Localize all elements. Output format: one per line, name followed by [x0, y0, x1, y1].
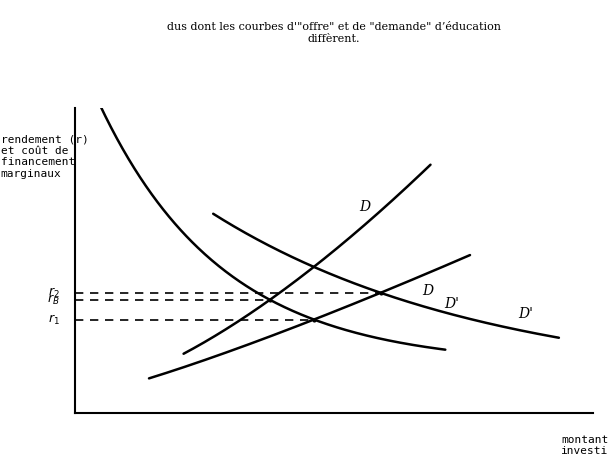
Text: rendement (r)
et coût de
financement
marginaux: rendement (r) et coût de financement mar… — [1, 134, 88, 179]
Text: dus dont les courbes d'"offre" et de "demande" d’éducation
diffèrent.: dus dont les courbes d'"offre" et de "de… — [167, 22, 501, 43]
Text: D: D — [422, 283, 433, 297]
Text: D: D — [360, 200, 371, 214]
Text: $r_2$: $r_2$ — [49, 286, 60, 300]
Text: $r_1$: $r_1$ — [49, 312, 60, 326]
Text: montant
investi: montant investi — [561, 435, 608, 456]
Text: D': D' — [445, 297, 459, 311]
Text: D': D' — [518, 307, 533, 321]
Text: $r_B$: $r_B$ — [47, 293, 60, 307]
